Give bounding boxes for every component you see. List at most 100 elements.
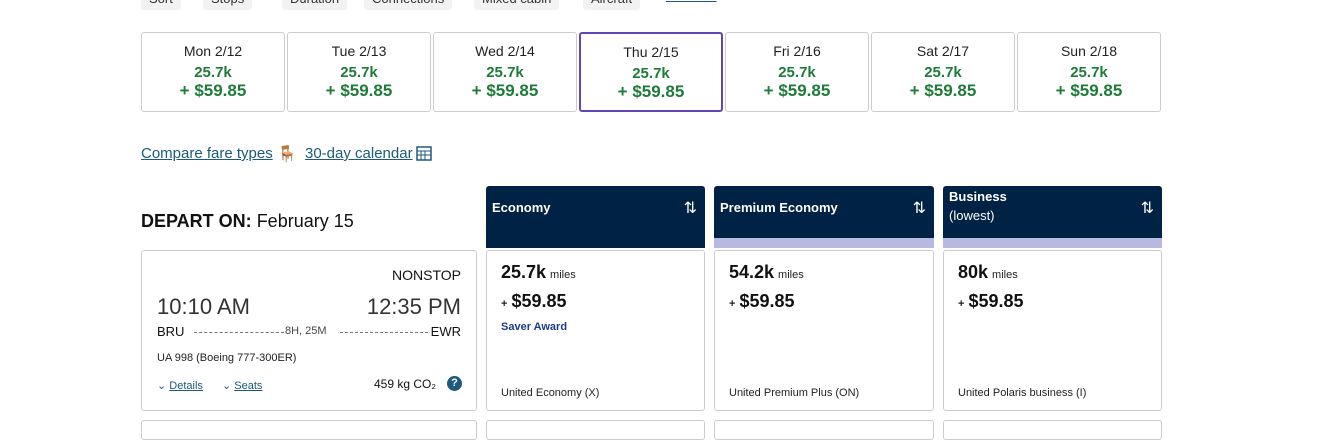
- help-icon[interactable]: ?: [447, 376, 462, 391]
- date-miles: 25.7k: [924, 64, 962, 81]
- fare-miles: 80k: [958, 262, 989, 282]
- date-label: Sun 2/18: [1060, 43, 1118, 59]
- fare-class: United Economy (X): [501, 387, 600, 399]
- calendar-link[interactable]: 30-day calendar: [305, 145, 413, 162]
- reset-link[interactable]: Reset all: [666, 0, 717, 3]
- filter-chip[interactable]: Stops: [203, 0, 253, 10]
- arrive-time: 12:35 PM: [366, 294, 461, 319]
- date-card[interactable]: Fri 2/16 25.7k + $59.85: [725, 32, 869, 112]
- date-miles: 25.7k: [1070, 64, 1108, 81]
- sort-icon: ⇅: [912, 200, 926, 217]
- sort-icon: ⇅: [683, 200, 697, 217]
- date-miles: 25.7k: [486, 64, 524, 81]
- fare-price: $59.85: [968, 291, 1024, 311]
- filter-chip[interactable]: Connections: [364, 0, 453, 10]
- seats-toggle[interactable]: ⌄ Seats: [222, 380, 263, 392]
- fare-class: United Premium Plus (ON): [729, 387, 860, 399]
- fare-card[interactable]: 54.2k miles + $59.85 United Premium Plus (ON…: [714, 250, 934, 411]
- date-label: Sat 2/17: [916, 43, 970, 59]
- plus: +: [958, 298, 965, 310]
- date-card[interactable]: Tue 2/13 25.7k + $59.85: [287, 32, 431, 112]
- filter-chip[interactable]: Aircraft: [583, 0, 641, 10]
- date-card[interactable]: Sun 2/18 25.7k + $59.85: [1017, 32, 1161, 112]
- date-label: Mon 2/12: [183, 43, 243, 59]
- cabin-name: Business: [949, 189, 1007, 204]
- cabin-name: Premium Economy: [720, 200, 838, 215]
- route-line: [194, 332, 284, 333]
- fare-miles: 54.2k: [729, 262, 775, 282]
- compare-link[interactable]: Compare fare types: [141, 145, 273, 162]
- fare-miles-row: 54.2k miles: [729, 262, 804, 283]
- fare-miles-row: 80k miles: [958, 262, 1018, 283]
- filter-chip[interactable]: Sort: [141, 0, 181, 10]
- details-link[interactable]: Details: [169, 380, 203, 392]
- date-price: + $59.85: [179, 81, 247, 100]
- sort-icon: ⇅: [1140, 200, 1154, 217]
- header-stripe: [714, 238, 934, 248]
- date-price: + $59.85: [325, 81, 393, 100]
- cabin-header[interactable]: Premium Economy ⇅: [714, 186, 934, 248]
- next-fare-card: [943, 420, 1162, 440]
- depart-date: February 15: [256, 211, 354, 231]
- date-price: + $59.85: [763, 81, 831, 100]
- date-label: Fri 2/16: [773, 43, 821, 59]
- fare-class: United Polaris business (I): [958, 387, 1087, 399]
- date-miles: 25.7k: [632, 65, 670, 82]
- fare-card[interactable]: 80k miles + $59.85 United Polaris business (…: [943, 250, 1162, 411]
- fare-tag: Saver Award: [501, 321, 568, 333]
- stops: NONSTOP: [392, 267, 461, 283]
- date-miles: 25.7k: [778, 64, 816, 81]
- cabin-header[interactable]: Business (lowest) ⇅: [943, 186, 1162, 248]
- plus: +: [501, 298, 508, 310]
- date-label: Wed 2/14: [475, 43, 535, 59]
- date-price: + $59.85: [909, 81, 977, 100]
- calendar-icon: [416, 146, 432, 161]
- next-fare-card: [714, 420, 934, 440]
- date-label: Thu 2/15: [623, 44, 679, 60]
- date-price: + $59.85: [1055, 81, 1123, 100]
- header-stripe: [943, 238, 1162, 248]
- depart-time: 10:10 AM: [157, 294, 250, 319]
- date-label: Tue 2/13: [331, 43, 387, 59]
- plus: +: [729, 298, 736, 310]
- miles-unit: miles: [778, 269, 804, 281]
- miles-unit: miles: [992, 269, 1018, 281]
- fare-price-row: + $59.85: [958, 291, 1024, 312]
- fare-price: $59.85: [511, 291, 567, 311]
- destination: EWR: [430, 324, 461, 339]
- filter-chip[interactable]: Mixed cabin: [474, 0, 560, 10]
- origin: BRU: [157, 324, 185, 339]
- duration: 8H, 25M: [285, 325, 327, 337]
- date-card[interactable]: Sat 2/17 25.7k + $59.85: [871, 32, 1015, 112]
- date-card[interactable]: Mon 2/12 25.7k + $59.85: [141, 32, 285, 112]
- next-flight-card: [141, 420, 477, 440]
- details-toggle[interactable]: ⌄ Details: [157, 380, 203, 392]
- date-card[interactable]: Thu 2/15 25.7k + $59.85: [579, 32, 723, 112]
- depart-label: DEPART ON:: [141, 211, 252, 231]
- next-fare-card: [486, 420, 705, 440]
- fare-price: $59.85: [739, 291, 795, 311]
- seat-icon: 🪑: [277, 146, 297, 163]
- date-price: + $59.85: [617, 82, 685, 101]
- fare-card[interactable]: 25.7k miles + $59.85 Saver Award United Econo…: [486, 250, 705, 411]
- cabin-header[interactable]: Economy ⇅: [486, 186, 705, 248]
- date-price: + $59.85: [471, 81, 539, 100]
- filter-chip[interactable]: Duration: [282, 0, 348, 10]
- date-card[interactable]: Wed 2/14 25.7k + $59.85: [433, 32, 577, 112]
- miles-unit: miles: [550, 269, 576, 281]
- cabin-name: Economy: [492, 200, 551, 215]
- depart-heading: DEPART ON: February 15: [141, 211, 354, 232]
- fare-price-row: + $59.85: [729, 291, 795, 312]
- route-line: [340, 332, 428, 333]
- fare-miles: 25.7k: [501, 262, 547, 282]
- fare-miles-row: 25.7k miles: [501, 262, 576, 283]
- seats-link[interactable]: Seats: [234, 380, 263, 392]
- date-miles: 25.7k: [194, 64, 232, 81]
- flight-card[interactable]: NONSTOP 10:10 AM 12:35 PM BRU 8H, 25M EW…: [141, 250, 477, 411]
- flight-number: UA 998 (Boeing 777-300ER): [157, 352, 297, 364]
- page: Sort Stops Duration Connections Mixed cabin A…: [141, 0, 1162, 440]
- cabin-sub: (lowest): [949, 208, 995, 223]
- fare-price-row: + $59.85: [501, 291, 567, 312]
- emissions: 459 kg CO₂: [374, 377, 437, 391]
- date-miles: 25.7k: [340, 64, 378, 81]
